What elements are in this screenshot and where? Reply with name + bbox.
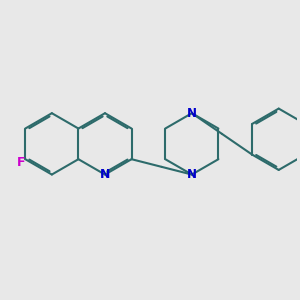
Text: F: F (16, 156, 25, 169)
Text: N: N (187, 107, 197, 120)
Text: N: N (187, 168, 197, 181)
Text: N: N (100, 168, 110, 181)
